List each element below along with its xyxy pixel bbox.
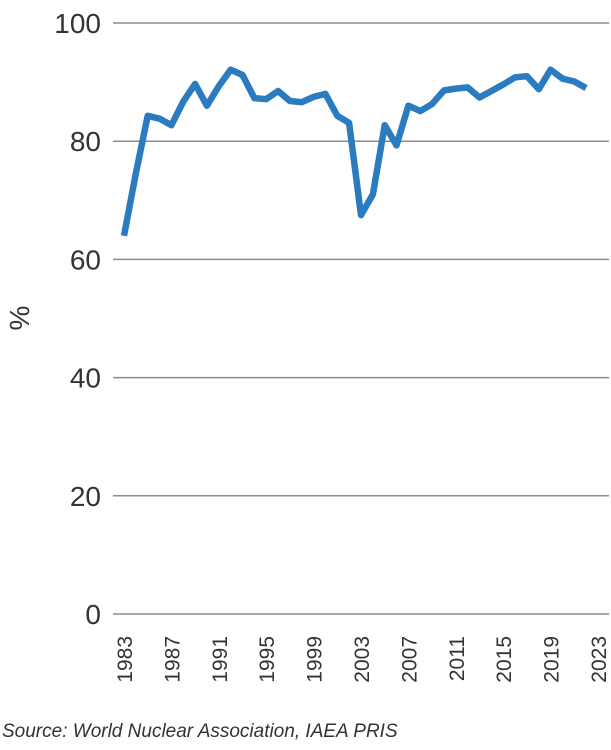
- x-tick-label: 2019: [541, 636, 564, 683]
- x-tick-label: 2023: [588, 636, 611, 683]
- gridlines: [113, 22, 609, 615]
- y-tick-label: 40: [70, 363, 101, 394]
- x-tick-label: 2015: [493, 636, 516, 683]
- y-tick-label: 100: [54, 8, 101, 39]
- x-tick-label: 1987: [161, 636, 184, 683]
- y-axis-ticks: 0 20 40 60 80 100: [54, 8, 101, 630]
- x-tick-label: 2003: [351, 636, 374, 683]
- source-note: Source: World Nuclear Association, IAEA …: [2, 721, 398, 742]
- x-axis-ticks: 1983 1987 1991 1995 1999 2003 2007 2011 2015 2019…: [114, 636, 611, 683]
- x-tick-label: 2011: [446, 636, 469, 681]
- x-tick-label: 1995: [256, 636, 279, 683]
- x-tick-label: 1991: [209, 636, 232, 683]
- y-tick-label: 60: [70, 244, 101, 275]
- y-tick-label: 20: [70, 481, 101, 512]
- series-line: [120, 66, 588, 237]
- x-tick-label: 2007: [398, 636, 421, 683]
- x-tick-label: 1999: [304, 636, 327, 683]
- chart: 0 20 40 60 80 100 1983 1987 1991 1995 1999 2003 200…: [4, 8, 611, 683]
- y-tick-label: 0: [85, 599, 101, 630]
- y-tick-label: 80: [70, 126, 101, 157]
- y-axis-label: %: [4, 306, 35, 331]
- series-group: [120, 66, 588, 237]
- x-tick-label: 1983: [114, 636, 137, 683]
